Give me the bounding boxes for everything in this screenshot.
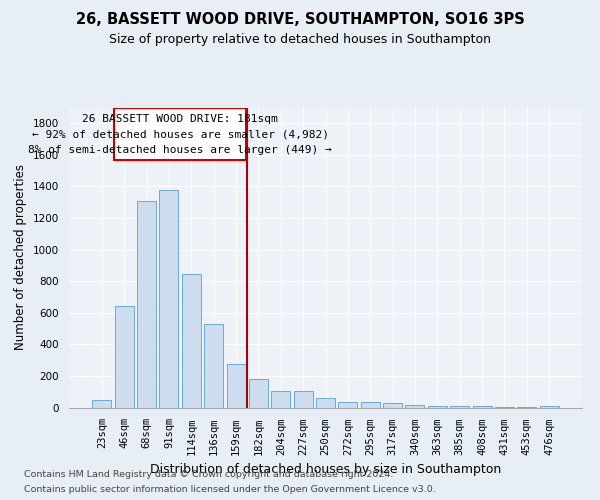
Bar (539, 406, 559, 407)
Bar (361, 402, 380, 407)
Bar (227, 364, 245, 408)
Bar (137, 200, 156, 408)
Text: 26 BASSETT WOOD DRIVE: 181sqm
← 92% of detached houses are smaller (4,982)
8% of: 26 BASSETT WOOD DRIVE: 181sqm ← 92% of d… (28, 114, 332, 154)
Text: 26, BASSETT WOOD DRIVE, SOUTHAMPTON, SO16 3PS: 26, BASSETT WOOD DRIVE, SOUTHAMPTON, SO1… (76, 12, 524, 28)
Bar (383, 403, 402, 407)
Bar (249, 378, 268, 408)
Bar (160, 190, 178, 408)
Bar (450, 406, 469, 407)
Text: Contains public sector information licensed under the Open Government Licence v3: Contains public sector information licen… (24, 485, 436, 494)
Bar (115, 306, 134, 408)
Bar (271, 391, 290, 407)
Y-axis label: Number of detached properties: Number of detached properties (14, 164, 28, 350)
Bar (316, 398, 335, 407)
Bar (92, 400, 112, 407)
Bar (406, 405, 424, 407)
Bar (293, 391, 313, 407)
Bar (204, 324, 223, 407)
FancyBboxPatch shape (114, 108, 246, 160)
Bar (338, 402, 358, 407)
Bar (182, 274, 201, 407)
Bar (473, 406, 491, 407)
Bar (428, 406, 447, 407)
Text: Contains HM Land Registry data © Crown copyright and database right 2024.: Contains HM Land Registry data © Crown c… (24, 470, 394, 479)
X-axis label: Distribution of detached houses by size in Southampton: Distribution of detached houses by size … (150, 463, 501, 476)
Text: Size of property relative to detached houses in Southampton: Size of property relative to detached ho… (109, 32, 491, 46)
